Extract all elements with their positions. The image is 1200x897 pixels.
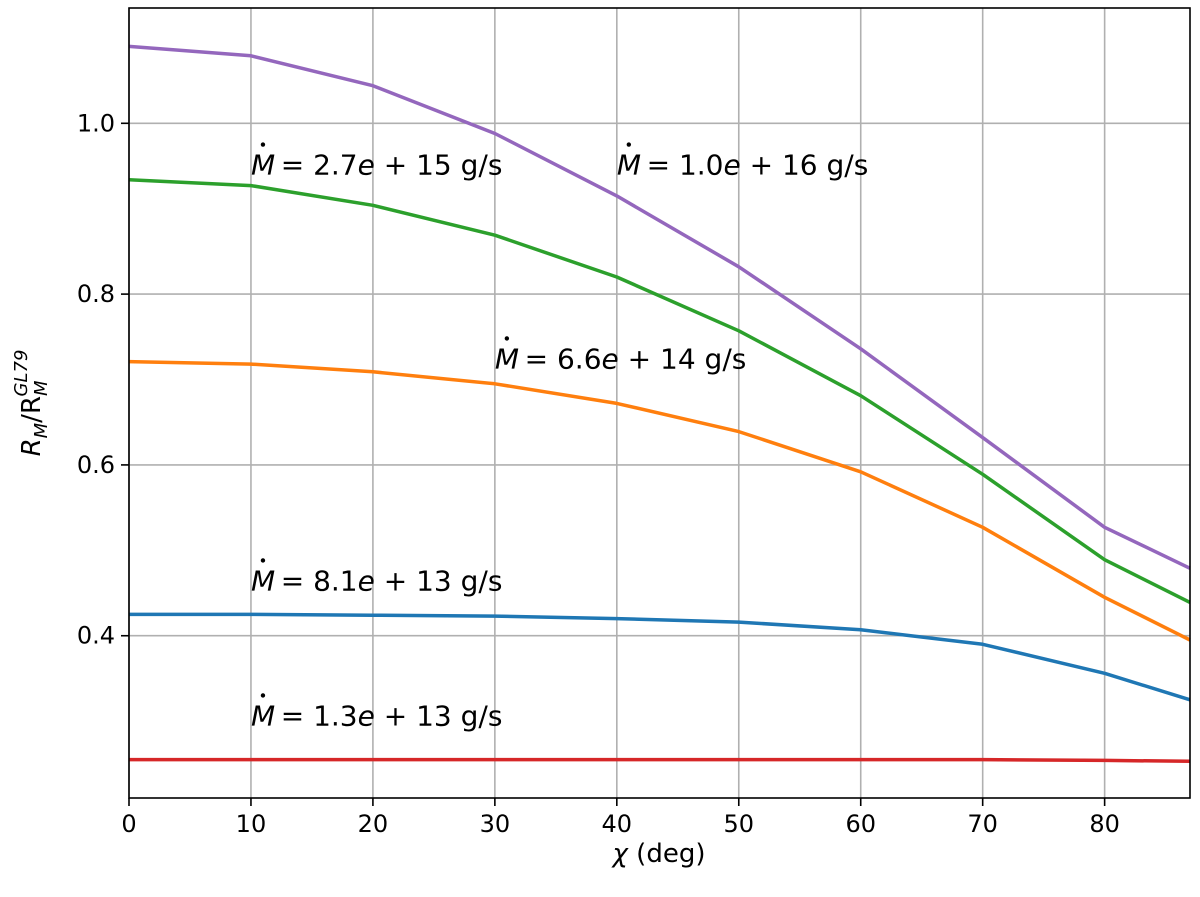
y-axis-label: RM/RMGL79 (11, 350, 52, 457)
x-tick-label: 70 (967, 810, 998, 838)
ticks: 0 10 20 30 40 50 60 70 80 0.4 0.6 0.8 1.0 (77, 109, 1120, 838)
annotation: M = 8.1e + 13 g/s (251, 558, 502, 597)
x-tick-label: 0 (121, 810, 136, 838)
annotation: M = 6.6e + 14 g/s (495, 336, 746, 375)
series-line-2.7e+15 (128, 177, 1191, 604)
x-tick-label: 40 (602, 810, 633, 838)
x-tick-label: 30 (480, 810, 511, 838)
y-tick-label: 0.8 (77, 280, 115, 308)
annotation-text: M = 6.6e + 14 g/s (495, 342, 746, 375)
mdot-dot (260, 558, 266, 563)
x-axis-label: χ (deg) (611, 839, 706, 869)
x-tick-label: 80 (1089, 810, 1120, 838)
annotation: M = 1.3e + 13 g/s (251, 693, 502, 732)
annotations: M = 2.7e + 15 g/s M = 1.0e + 16 g/s M = 6.… (251, 142, 868, 732)
mdot-dot (260, 142, 266, 147)
x-tick-label: 60 (845, 810, 876, 838)
annotation: M = 2.7e + 15 g/s (251, 142, 502, 182)
x-tick-label: 20 (358, 810, 389, 838)
series-line-8.1e+13 (129, 612, 1191, 702)
annotation: M = 1.0e + 16 g/s (617, 142, 868, 182)
mdot-dot (504, 336, 510, 341)
plot-frame (128, 7, 1191, 799)
mdot-dot (260, 693, 266, 698)
x-tick-label: 50 (723, 810, 754, 838)
series-line-1.0e+16 (128, 44, 1191, 570)
y-tick-label: 1.0 (77, 109, 115, 137)
mdot-dot (626, 142, 632, 147)
series-line-6.6e+14 (128, 359, 1191, 642)
annotation-text: M = 2.7e + 15 g/s (251, 149, 502, 182)
annotation-text: M = 1.0e + 16 g/s (617, 149, 868, 182)
y-tick-label: 0.6 (77, 451, 115, 479)
y-tick-label: 0.4 (77, 622, 115, 650)
series-layer (128, 44, 1191, 764)
x-tick-label: 10 (236, 810, 267, 838)
annotation-text: M = 8.1e + 13 g/s (251, 564, 502, 597)
annotation-text: M = 1.3e + 13 g/s (251, 699, 502, 732)
series-line-1.3e+13 (129, 757, 1191, 764)
